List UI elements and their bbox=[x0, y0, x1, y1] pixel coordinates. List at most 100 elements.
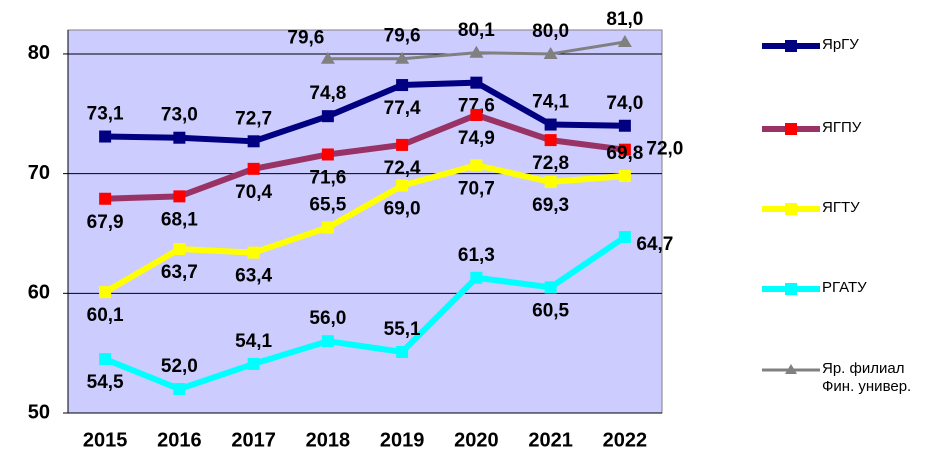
marker bbox=[173, 190, 186, 203]
legend-item: ЯрГУ bbox=[760, 36, 922, 56]
value-label: 72,0 bbox=[646, 139, 683, 160]
series-line bbox=[105, 79, 625, 145]
value-label: 80,1 bbox=[458, 20, 495, 41]
marker bbox=[247, 246, 260, 259]
value-label: 69,0 bbox=[384, 199, 421, 220]
value-label: 65,5 bbox=[309, 195, 346, 216]
legend-item: ЯГТУ bbox=[760, 199, 922, 219]
value-label: 64,7 bbox=[636, 234, 673, 255]
y-tick-label: 50 bbox=[28, 401, 50, 423]
legend-label: Яр. филиал Фин. универ. bbox=[822, 360, 912, 395]
legend-label: ЯрГУ bbox=[822, 36, 859, 53]
legend: ЯрГУ ЯГПУ ЯГТУ РГАТУ Яр. филиал Фин. универ. bbox=[760, 0, 950, 457]
series-line bbox=[103, 162, 626, 295]
marker bbox=[99, 130, 112, 143]
value-label: 72,4 bbox=[384, 158, 421, 179]
legend-label: ЯГТУ bbox=[822, 199, 860, 216]
legend-swatch bbox=[762, 203, 820, 215]
value-label: 54,1 bbox=[235, 331, 272, 352]
y-tick-label: 60 bbox=[28, 282, 50, 304]
marker bbox=[470, 108, 483, 121]
value-label: 77,6 bbox=[458, 96, 495, 117]
marker bbox=[247, 135, 260, 148]
value-label: 68,1 bbox=[161, 209, 198, 230]
legend-swatch bbox=[762, 123, 820, 135]
x-tick-label: 2017 bbox=[231, 429, 276, 451]
x-tick-label: 2018 bbox=[306, 429, 351, 451]
marker bbox=[99, 192, 112, 205]
value-label: 70,7 bbox=[458, 178, 495, 199]
marker bbox=[396, 345, 409, 358]
marker bbox=[618, 143, 631, 156]
value-label: 60,5 bbox=[532, 300, 569, 321]
value-label: 70,4 bbox=[235, 182, 272, 203]
y-tick-label: 70 bbox=[28, 162, 50, 184]
marker bbox=[321, 221, 334, 234]
value-label: 80,0 bbox=[532, 21, 569, 42]
x-tick-label: 2021 bbox=[528, 429, 573, 451]
marker bbox=[470, 76, 483, 89]
y-tick-label: 80 bbox=[28, 42, 50, 64]
value-label: 55,1 bbox=[384, 319, 421, 340]
legend-marker bbox=[785, 283, 797, 295]
value-label: 79,6 bbox=[287, 28, 324, 49]
value-label: 63,4 bbox=[235, 266, 272, 287]
value-label: 73,0 bbox=[161, 105, 198, 126]
value-label: 74,9 bbox=[458, 128, 495, 149]
value-label: 81,0 bbox=[606, 9, 643, 30]
value-label: 60,1 bbox=[87, 305, 124, 326]
legend-swatch bbox=[762, 283, 820, 295]
marker bbox=[247, 162, 260, 175]
marker bbox=[470, 271, 483, 284]
plot-area bbox=[67, 29, 663, 414]
marker bbox=[544, 176, 557, 189]
value-label: 73,1 bbox=[87, 104, 124, 125]
marker bbox=[99, 353, 112, 366]
legend-marker bbox=[785, 203, 797, 215]
marker bbox=[618, 170, 631, 183]
legend-item: РГАТУ bbox=[760, 279, 922, 299]
legend-item: ЯГПУ bbox=[760, 119, 922, 139]
value-label: 72,7 bbox=[235, 108, 272, 129]
value-label: 79,6 bbox=[384, 26, 421, 47]
series-line bbox=[105, 111, 626, 202]
legend-marker bbox=[785, 123, 797, 135]
marker bbox=[173, 131, 186, 144]
marker bbox=[396, 79, 409, 92]
value-label: 61,3 bbox=[458, 245, 495, 266]
marker bbox=[173, 243, 186, 256]
marker bbox=[247, 357, 260, 370]
marker bbox=[544, 134, 557, 147]
marker bbox=[469, 45, 484, 58]
marker bbox=[321, 335, 334, 348]
marker bbox=[396, 179, 409, 192]
marker bbox=[544, 118, 557, 131]
legend-swatch bbox=[762, 364, 820, 374]
legend-item: Яр. филиал Фин. универ. bbox=[760, 360, 922, 396]
marker bbox=[617, 34, 632, 47]
x-tick-label: 2016 bbox=[157, 429, 202, 451]
marker bbox=[321, 110, 334, 123]
x-tick-label: 2015 bbox=[83, 429, 128, 451]
marker bbox=[618, 231, 631, 244]
x-tick-label: 2019 bbox=[380, 429, 425, 451]
value-label: 52,0 bbox=[161, 356, 198, 377]
chart: 50 60 70 80 2015 2016 2017 2018 2019 2020 2021 2022… bbox=[28, 9, 684, 451]
marker bbox=[320, 51, 335, 64]
value-label: 69,8 bbox=[606, 143, 643, 164]
value-label: 56,0 bbox=[309, 308, 346, 329]
value-label: 74,1 bbox=[532, 92, 569, 113]
series-line bbox=[104, 234, 627, 393]
value-label: 54,5 bbox=[87, 372, 124, 393]
marker bbox=[544, 281, 557, 294]
value-label: 63,7 bbox=[161, 262, 198, 283]
legend-label: РГАТУ bbox=[822, 279, 867, 296]
value-label: 67,9 bbox=[87, 212, 124, 233]
marker bbox=[543, 46, 558, 59]
legend-label: ЯГПУ bbox=[822, 119, 862, 136]
marker bbox=[470, 159, 483, 172]
marker bbox=[395, 51, 410, 64]
value-label: 77,4 bbox=[384, 98, 421, 119]
marker bbox=[321, 148, 334, 161]
